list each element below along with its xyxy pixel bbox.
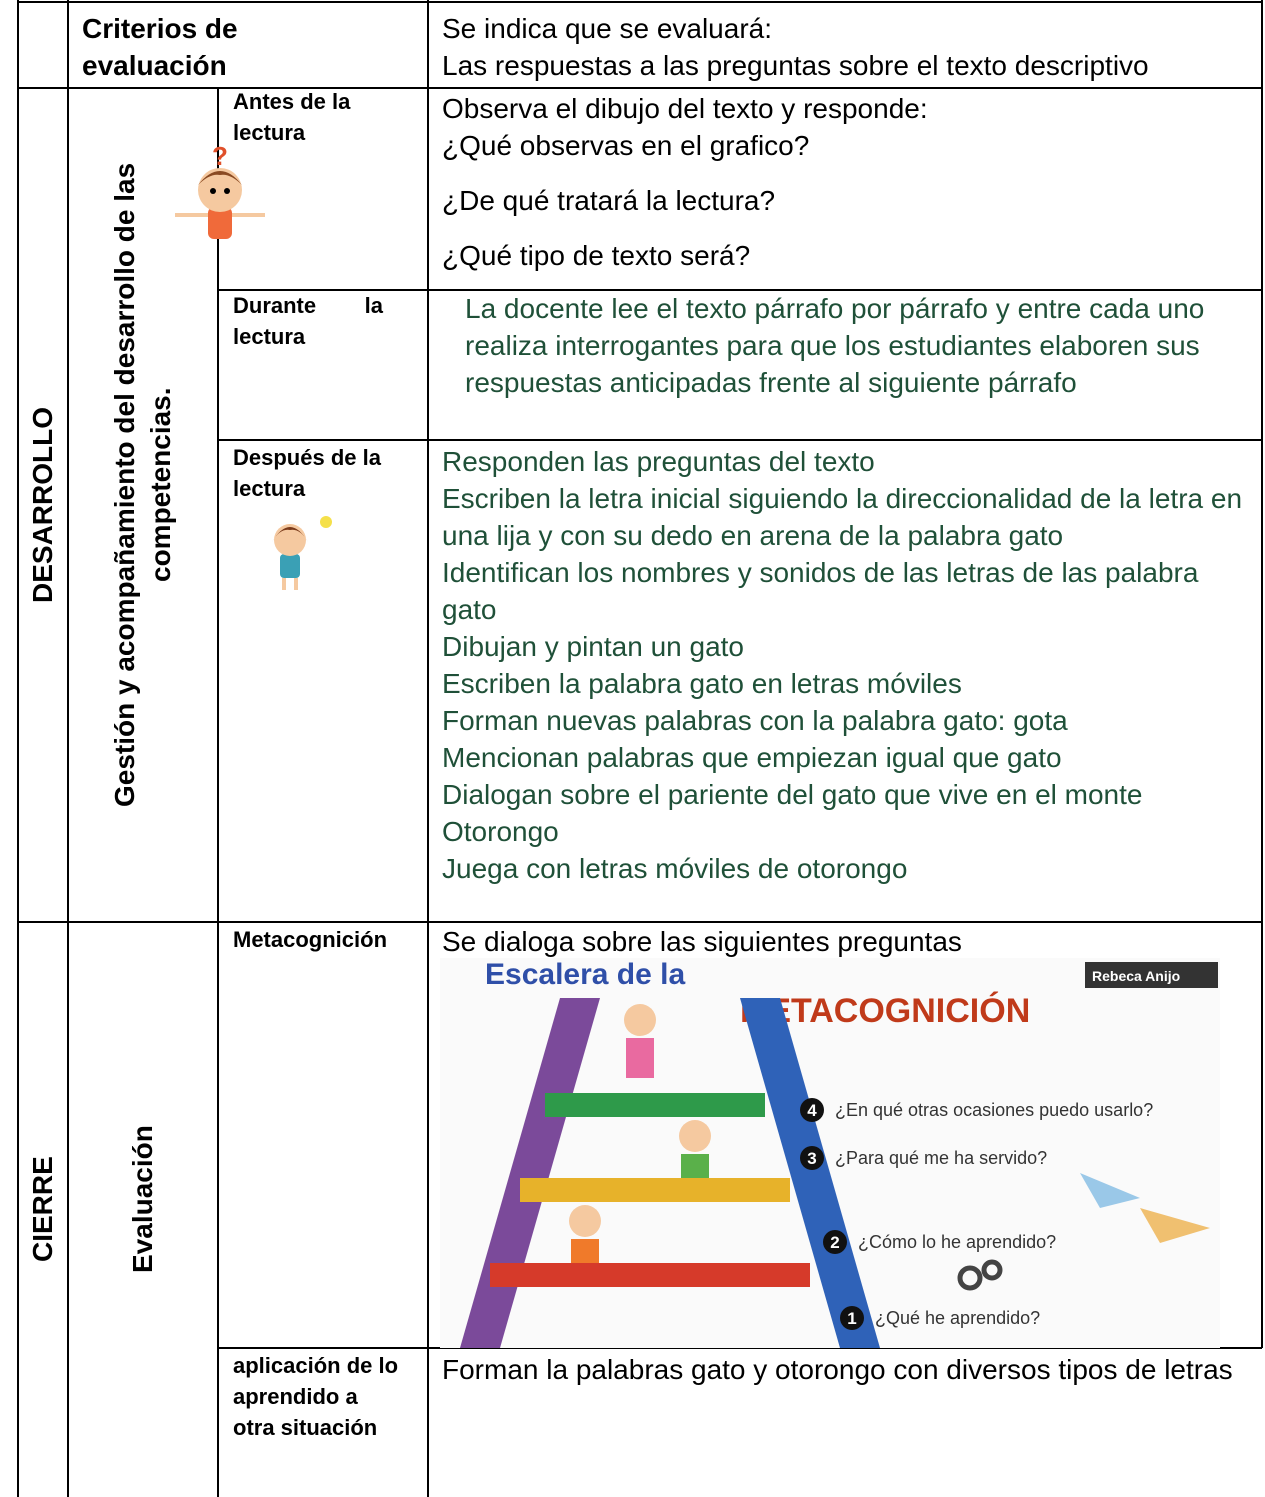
moment: aplicación de lo aprendido a otra situac… xyxy=(233,1353,399,1440)
content: Responden las preguntas del texto Escrib… xyxy=(442,443,1257,887)
step: 2 ¿Cómo lo he aprendido? xyxy=(823,1230,1056,1254)
section-name: DESARROLLO xyxy=(27,407,58,603)
author-bg xyxy=(1085,962,1218,988)
moment: Metacognición xyxy=(233,927,388,952)
criteria-text: Se indica que se evaluará: Las respuesta… xyxy=(442,10,1262,84)
line: La docente lee el texto párrafo por párr… xyxy=(465,293,1205,398)
line: Forman la palabras gato y otorongo con d… xyxy=(442,1354,1233,1385)
step-text: ¿En qué otras ocasiones puedo usarlo? xyxy=(835,1100,1153,1120)
criteria-label: Criterios de evaluación xyxy=(82,13,238,81)
content: Forman la palabras gato y otorongo con d… xyxy=(442,1351,1260,1388)
content: La docente lee el texto párrafo por párr… xyxy=(465,290,1260,401)
step-number: 4 xyxy=(807,1101,817,1120)
step-number: 2 xyxy=(830,1233,839,1252)
line: Se dialoga sobre las siguientes pregunta… xyxy=(442,926,962,957)
step-text: ¿Cómo lo he aprendido? xyxy=(858,1232,1056,1252)
metacognition-image: Escalera de la Rebeca Anijo METACOGNICIÓ… xyxy=(440,958,1220,1348)
pencil xyxy=(520,1178,790,1202)
pencil xyxy=(545,1093,765,1117)
line: Dibujan y pintan un gato xyxy=(442,631,744,662)
pencil xyxy=(490,1263,810,1287)
moment: Antes de la lectura xyxy=(233,89,351,145)
line: Observa el dibujo del texto y responde: xyxy=(442,93,928,124)
svg-text:?: ? xyxy=(212,145,228,171)
line: Juega con letras móviles de otorongo xyxy=(442,853,908,884)
image-subtitle: METACOGNICIÓN xyxy=(740,992,1030,1030)
line: Escriben la palabra gato en letras móvil… xyxy=(442,668,962,699)
step-text: ¿Qué he aprendido? xyxy=(875,1308,1040,1328)
content: Observa el dibujo del texto y responde: … xyxy=(442,90,1257,274)
line: Responden las preguntas del texto xyxy=(442,446,875,477)
content: Se dialoga sobre las siguientes pregunta… xyxy=(442,923,1257,960)
line: Dialogan sobre el pariente del gato que … xyxy=(442,779,1143,847)
step-text: ¿Para qué me ha servido? xyxy=(835,1148,1047,1168)
line: Se indica que se evaluará: xyxy=(442,13,772,44)
child-icon: ? xyxy=(175,145,265,239)
line: ¿De qué tratará la lectura? xyxy=(442,185,776,216)
moment: Durante la lectura xyxy=(233,293,383,349)
line: ¿Qué observas en el grafico? xyxy=(442,130,810,161)
section-name: CIERRE xyxy=(27,1156,58,1263)
line: Escriben la letra inicial siguiendo la d… xyxy=(442,483,1243,551)
line: ¿Qué tipo de texto será? xyxy=(442,240,751,271)
process-name: Evaluación xyxy=(127,1125,158,1274)
line: Las respuestas a las preguntas sobre el … xyxy=(442,50,1149,81)
image-author: Rebeca Anijo xyxy=(1092,968,1180,984)
pencil xyxy=(740,998,880,1348)
step-number: 1 xyxy=(847,1309,856,1328)
line: Forman nuevas palabras con la palabra ga… xyxy=(442,705,1068,736)
image-title: Escalera de la xyxy=(485,958,685,991)
line: Identifican los nombres y sonidos de las… xyxy=(442,557,1199,625)
moment: Después de la lectura xyxy=(233,445,381,501)
girl-icon xyxy=(272,516,332,590)
pencil xyxy=(460,998,600,1348)
step: 3 ¿Para qué me ha servido? xyxy=(800,1146,1047,1170)
step-number: 3 xyxy=(807,1149,816,1168)
step: 4 ¿En qué otras ocasiones puedo usarlo? xyxy=(800,1098,1153,1122)
line: Mencionan palabras que empiezan igual qu… xyxy=(442,742,1062,773)
step: 1 ¿Qué he aprendido? xyxy=(840,1306,1040,1330)
